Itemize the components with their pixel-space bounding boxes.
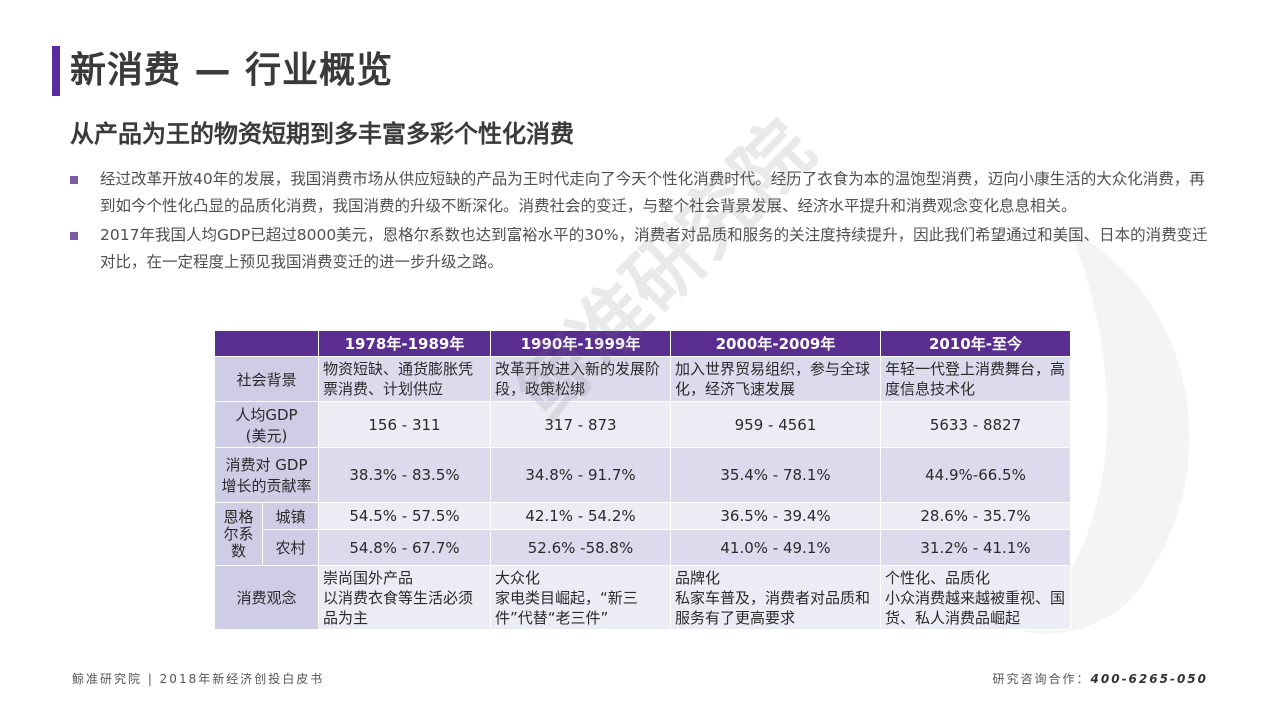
table-row: 消费对 GDP 增长的贡献率 38.3% - 83.5% 34.8% - 91.… bbox=[214, 447, 1071, 503]
row-label-line: 消费对 GDP bbox=[225, 456, 308, 474]
bullet-item: 2017年我国人均GDP已超过8000美元，恩格尔系数也达到富裕水平的30%，消… bbox=[70, 222, 1220, 276]
table-cell: 44.9%-66.5% bbox=[880, 447, 1071, 503]
row-label-line: 数 bbox=[230, 541, 246, 560]
footer-source: 鲸准研究院 | 2018年新经济创投白皮书 bbox=[72, 672, 325, 686]
sub-row-label: 农村 bbox=[262, 529, 319, 566]
table-cell: 物资短缺、通货膨胀凭票消费、计划供应 bbox=[318, 356, 491, 402]
table-cell: 改革开放进入新的发展阶段，政策松绑 bbox=[490, 356, 671, 402]
table-cell: 52.6% -58.8% bbox=[490, 529, 671, 566]
row-label-line: 人均GDP bbox=[235, 405, 298, 424]
cell-line: 家电类目崛起，“新三件”代替“老三件” bbox=[495, 589, 638, 627]
cell-line: 个性化、品质化 bbox=[885, 569, 991, 587]
table-header-cell: 1978年-1989年 bbox=[318, 330, 491, 357]
table-row: 社会背景 物资短缺、通货膨胀凭票消费、计划供应 改革开放进入新的发展阶段，政策松… bbox=[214, 356, 1071, 402]
cell-line: 小众消费越来越被重视、国货、私人消费品崛起 bbox=[885, 589, 1066, 627]
row-label: 人均GDP (美元) bbox=[214, 401, 319, 448]
cell-line: 崇尚国外产品 bbox=[323, 569, 414, 587]
row-label-line: 恩格 bbox=[223, 507, 254, 526]
table-row: 恩格 尔系 数 城镇 54.5% - 57.5% 42.1% - 54.2% 3… bbox=[214, 502, 1071, 566]
table-cell: 959 - 4561 bbox=[670, 401, 881, 448]
table-corner-cell bbox=[214, 330, 319, 357]
cell-line: 以消费衣食等生活必须品为主 bbox=[323, 589, 474, 627]
table-cell: 38.3% - 83.5% bbox=[318, 447, 491, 503]
table-cell: 317 - 873 bbox=[490, 401, 671, 448]
table-cell: 28.6% - 35.7% bbox=[880, 502, 1071, 530]
bullet-square-icon bbox=[70, 232, 78, 240]
table-cell: 品牌化 私家车普及，消费者对品质和服务有了更高要求 bbox=[670, 565, 881, 630]
table-cell: 崇尚国外产品 以消费衣食等生活必须品为主 bbox=[318, 565, 491, 630]
row-label-line: 增长的贡献率 bbox=[221, 477, 312, 495]
table-cell: 41.0% - 49.1% bbox=[670, 529, 881, 566]
cell-line: 私家车普及，消费者对品质和服务有了更高要求 bbox=[675, 589, 871, 627]
page-title: 新消费 — 行业概览 bbox=[70, 50, 394, 91]
table-cell: 42.1% - 54.2% bbox=[490, 502, 671, 530]
table-cell: 年轻一代登上消费舞台，高度信息技术化 bbox=[880, 356, 1071, 402]
table-cell: 156 - 311 bbox=[318, 401, 491, 448]
table-header-cell: 2010年-至今 bbox=[880, 330, 1071, 357]
table-row: 农村 54.8% - 67.7% 52.6% -58.8% 41.0% - 49… bbox=[215, 529, 1071, 566]
footer-contact: 研究咨询合作：400-6265-050 bbox=[993, 670, 1208, 687]
cell-line: 品牌化 bbox=[675, 569, 721, 587]
table-header-row: 1978年-1989年 1990年-1999年 2000年-2009年 2010… bbox=[214, 330, 1071, 357]
table-cell: 36.5% - 39.4% bbox=[670, 502, 881, 530]
table-cell: 31.2% - 41.1% bbox=[880, 529, 1071, 566]
sub-row-label: 城镇 bbox=[262, 502, 319, 530]
title-accent-bar bbox=[52, 46, 60, 96]
bullet-text: 经过改革开放40年的发展，我国消费市场从供应短缺的产品为王时代走向了今天个性化消… bbox=[100, 170, 1205, 215]
page-subtitle: 从产品为王的物资短期到多丰富多彩个性化消费 bbox=[70, 120, 574, 148]
table-cell: 54.5% - 57.5% bbox=[318, 502, 491, 530]
bullet-list: 经过改革开放40年的发展，我国消费市场从供应短缺的产品为王时代走向了今天个性化消… bbox=[70, 166, 1220, 278]
row-label: 消费对 GDP 增长的贡献率 bbox=[214, 447, 319, 503]
row-label-line: 尔系 bbox=[223, 524, 254, 543]
row-label: 社会背景 bbox=[214, 356, 319, 402]
footer-contact-label: 研究咨询合作： bbox=[992, 672, 1091, 686]
table-cell: 加入世界贸易组织，参与全球化，经济飞速发展 bbox=[670, 356, 881, 402]
table-header-cell: 2000年-2009年 bbox=[670, 330, 881, 357]
table-cell: 34.8% - 91.7% bbox=[490, 447, 671, 503]
table-cell: 54.8% - 67.7% bbox=[318, 529, 491, 566]
row-label: 恩格 尔系 数 bbox=[214, 502, 263, 566]
bullet-square-icon bbox=[70, 176, 78, 184]
table-cell: 大众化 家电类目崛起，“新三件”代替“老三件” bbox=[490, 565, 671, 630]
table-header-cell: 1990年-1999年 bbox=[490, 330, 671, 357]
row-label: 消费观念 bbox=[214, 565, 319, 630]
table-row: 消费观念 崇尚国外产品 以消费衣食等生活必须品为主 大众化 家电类目崛起，“新三… bbox=[214, 565, 1071, 630]
comparison-table: 1978年-1989年 1990年-1999年 2000年-2009年 2010… bbox=[214, 330, 1071, 630]
bullet-item: 经过改革开放40年的发展，我国消费市场从供应短缺的产品为王时代走向了今天个性化消… bbox=[70, 166, 1220, 220]
table-cell: 5633 - 8827 bbox=[880, 401, 1071, 448]
table-cell: 35.4% - 78.1% bbox=[670, 447, 881, 503]
row-label-line: (美元) bbox=[245, 426, 288, 445]
table-row: 人均GDP (美元) 156 - 311 317 - 873 959 - 456… bbox=[214, 401, 1071, 448]
bullet-text: 2017年我国人均GDP已超过8000美元，恩格尔系数也达到富裕水平的30%，消… bbox=[100, 226, 1208, 271]
footer-phone: 400-6265-050 bbox=[1090, 672, 1208, 686]
cell-line: 大众化 bbox=[495, 569, 541, 587]
table-cell: 个性化、品质化 小众消费越来越被重视、国货、私人消费品崛起 bbox=[880, 565, 1071, 630]
